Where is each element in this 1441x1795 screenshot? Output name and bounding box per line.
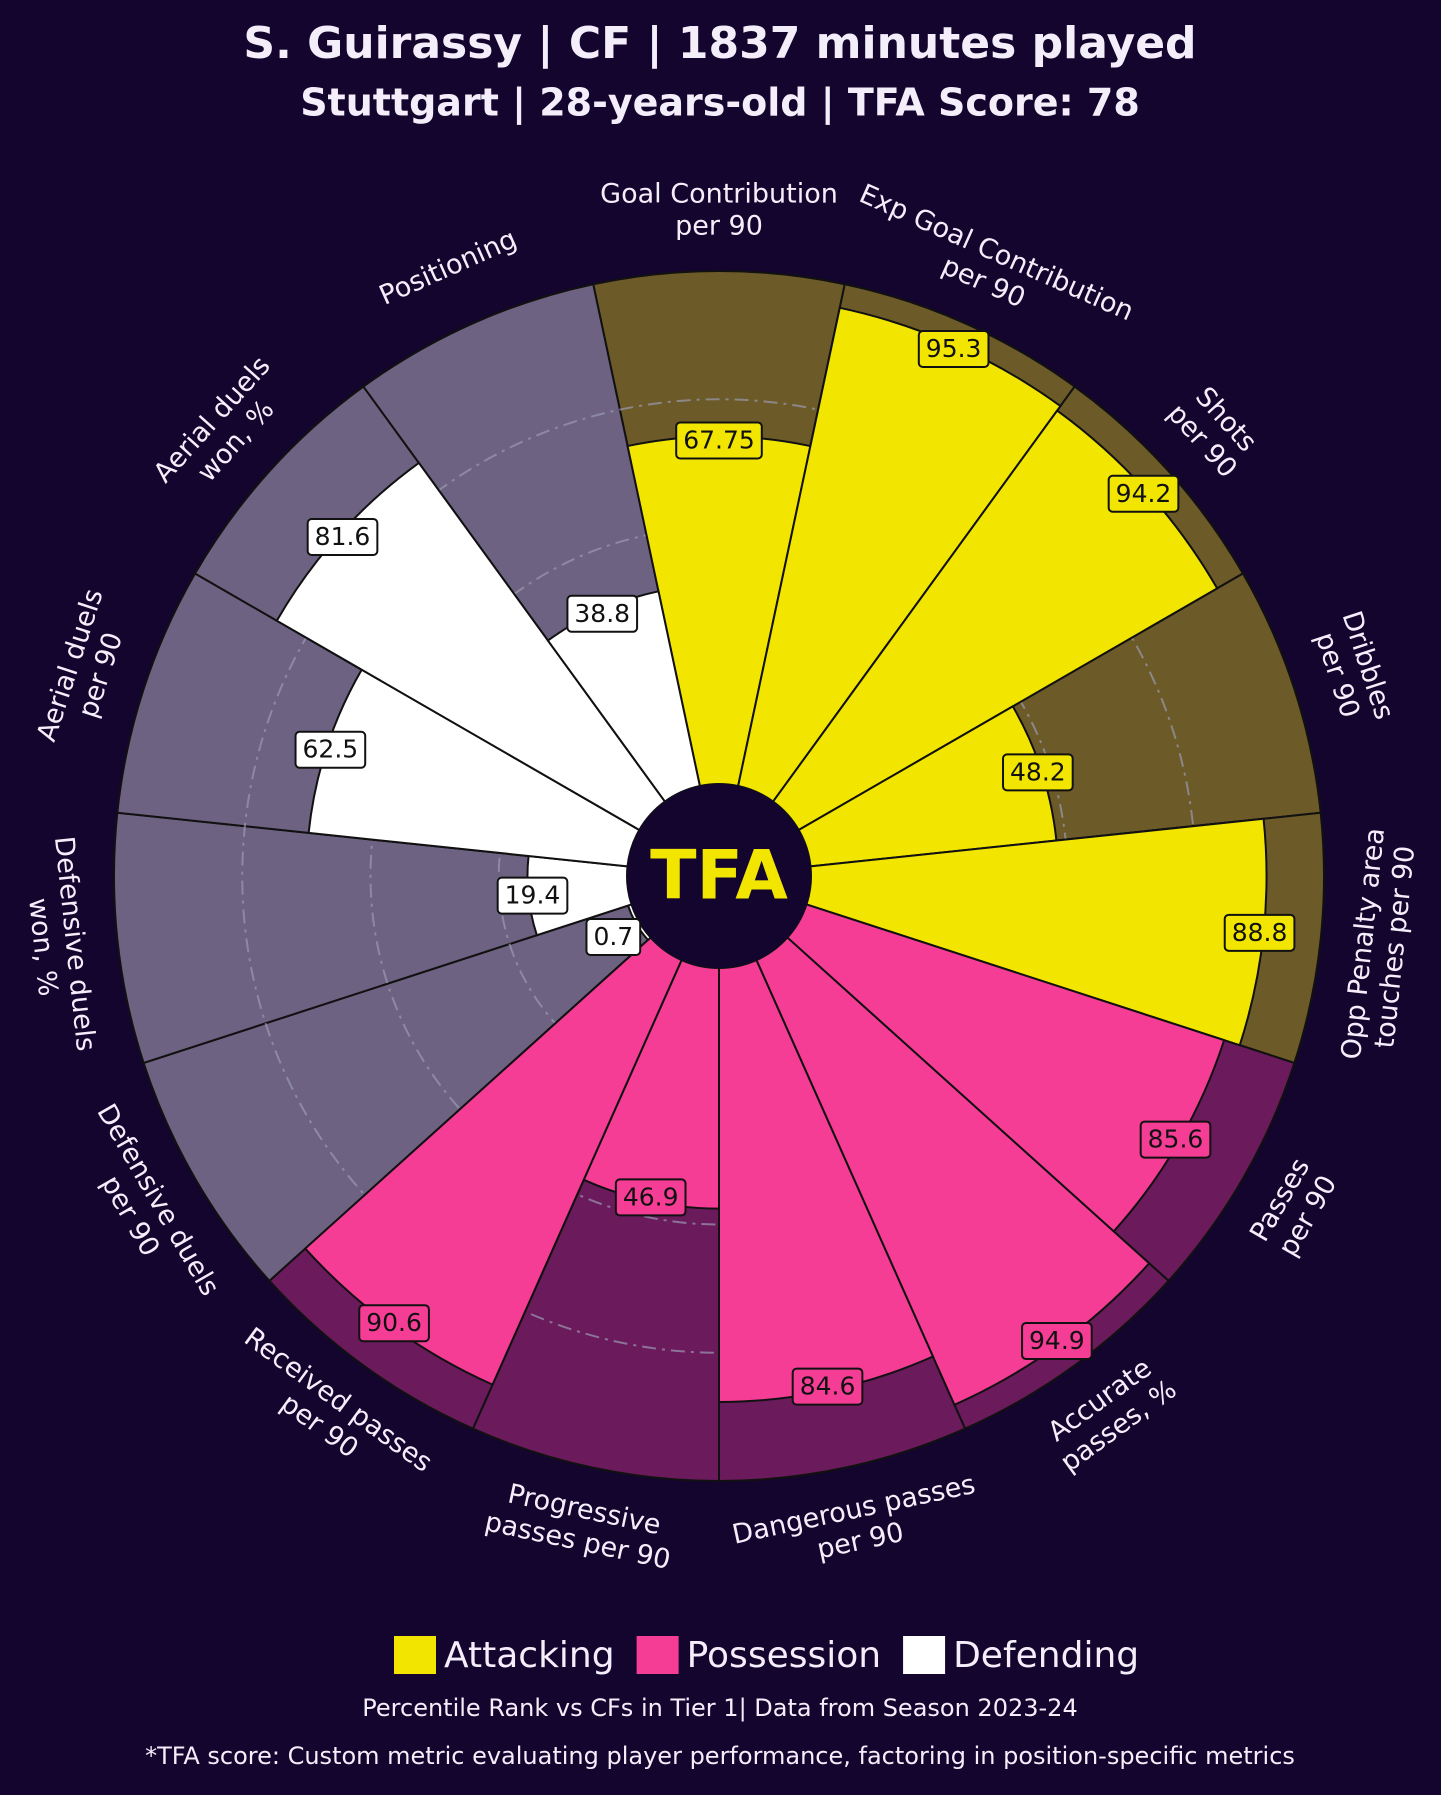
value-label: 81.6 [306, 518, 379, 557]
legend-label: Possession [687, 1635, 881, 1676]
legend-swatch [903, 1636, 946, 1674]
chart-title: S. Guirassy | CF | 1837 minutes played [243, 18, 1196, 69]
value-label: 0.7 [585, 918, 642, 956]
value-label: 90.6 [358, 1304, 430, 1343]
value-label-box [1002, 753, 1074, 792]
hub [627, 784, 811, 968]
value-label-box [358, 1304, 430, 1343]
value-label-text: 19.4 [505, 881, 561, 910]
value-label: 84.6 [791, 1367, 864, 1406]
value-label: 38.8 [566, 594, 639, 633]
value-label-text: 67.75 [683, 425, 755, 454]
value-label-box [294, 730, 367, 769]
value-label: 62.5 [294, 730, 367, 769]
value-label: 94.9 [1021, 1322, 1093, 1361]
value-label-text: 94.2 [1116, 479, 1172, 508]
value-label-text: 0.7 [593, 922, 633, 951]
slice [736, 306, 1062, 803]
chart-subtitle: Stuttgart | 28-years-old | TFA Score: 78 [300, 81, 1140, 126]
value-label-text: 81.6 [315, 522, 371, 551]
value-label-box [917, 329, 990, 368]
value-label: 85.6 [1139, 1120, 1212, 1159]
value-label-box [566, 594, 639, 633]
value-label-text: 85.6 [1148, 1125, 1204, 1154]
value-label-box [1021, 1322, 1093, 1361]
value-label-text: 48.2 [1010, 757, 1066, 786]
value-label: 48.2 [1002, 753, 1074, 792]
caption: Percentile Rank vs CFs in Tier 1| Data f… [362, 1694, 1077, 1722]
value-label: 95.3 [917, 329, 990, 368]
value-label-box [675, 421, 763, 460]
value-label: 46.9 [614, 1178, 687, 1217]
legend-swatch [636, 1636, 679, 1674]
legend-label: Attacking [444, 1635, 615, 1676]
value-label-text: 84.6 [800, 1372, 856, 1401]
value-label-box [585, 918, 642, 956]
hub-label: TFA [650, 837, 788, 916]
value-label-box [1223, 913, 1296, 952]
value-label-text: 94.9 [1029, 1326, 1085, 1355]
value-label-text: 46.9 [623, 1182, 679, 1211]
category-label-line: per 90 [675, 211, 763, 242]
value-label: 88.8 [1223, 913, 1296, 952]
value-label-text: 38.8 [574, 599, 630, 628]
legend-label: Defending [953, 1635, 1139, 1676]
value-label-text: 62.5 [303, 735, 359, 764]
value-label-box [306, 518, 379, 557]
legend-swatch [394, 1636, 436, 1674]
value-label: 67.75 [675, 421, 763, 460]
value-label: 19.4 [496, 876, 569, 915]
value-label-text: 90.6 [366, 1308, 422, 1337]
value-label-box [1139, 1120, 1212, 1159]
value-label-box [496, 876, 569, 915]
value-label-box [1107, 474, 1180, 513]
footnote: *TFA score: Custom metric evaluating pla… [145, 1742, 1295, 1770]
value-label: 94.2 [1107, 474, 1180, 513]
category-label-line: Goal Contribution [600, 179, 838, 210]
value-label-text: 88.8 [1232, 918, 1288, 947]
value-label-box [791, 1367, 864, 1406]
value-label-text: 95.3 [926, 334, 982, 363]
value-label-box [614, 1178, 687, 1217]
